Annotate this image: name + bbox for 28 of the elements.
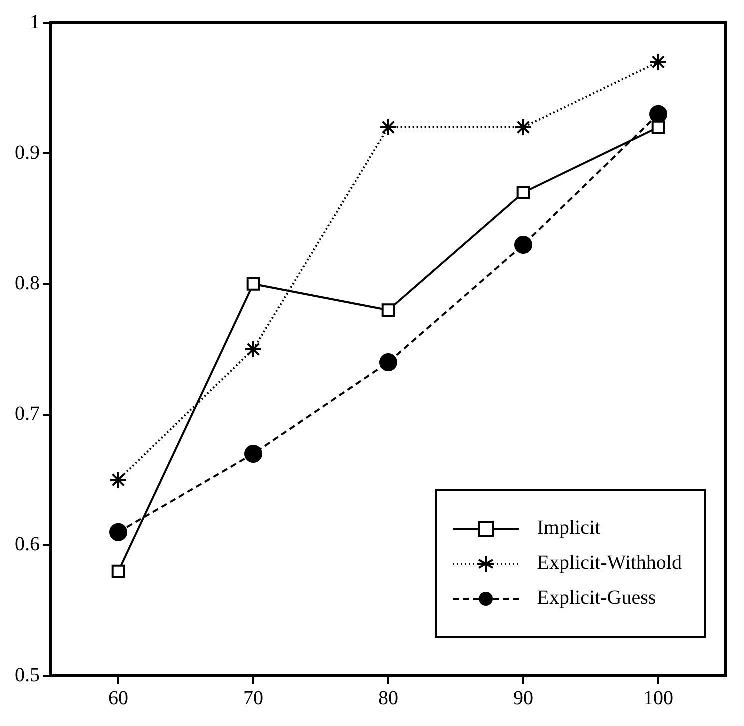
point <box>380 118 398 136</box>
point <box>516 186 530 200</box>
point <box>246 278 260 291</box>
point <box>380 354 398 372</box>
y-tick-label: 0.8 <box>15 272 40 294</box>
x-tick-label: 70 <box>244 687 264 710</box>
point <box>652 120 666 134</box>
y-tick-label: 0.7 <box>15 403 40 426</box>
y-tick-label: 0.9 <box>15 142 40 164</box>
point <box>244 340 262 358</box>
legend-label: Explicit-Withhold <box>537 552 682 575</box>
y-tick-label: 0.5 <box>15 664 40 686</box>
point <box>244 444 262 463</box>
point <box>112 564 126 578</box>
legend-label: Explicit-Guess <box>537 587 656 610</box>
y-tick-label: 1 <box>30 11 40 34</box>
point <box>382 304 396 317</box>
point <box>514 236 532 254</box>
x-tick-label: 90 <box>514 687 534 710</box>
point <box>110 471 128 490</box>
x-tick-label: 100 <box>644 687 674 710</box>
legend-label: Implicit <box>537 517 601 540</box>
y-tick-label: 0.6 <box>15 534 40 556</box>
point <box>110 523 128 542</box>
x-tick-label: 80 <box>378 687 398 710</box>
point <box>650 53 668 72</box>
point <box>514 118 532 136</box>
x-tick-label: 60 <box>108 687 128 710</box>
